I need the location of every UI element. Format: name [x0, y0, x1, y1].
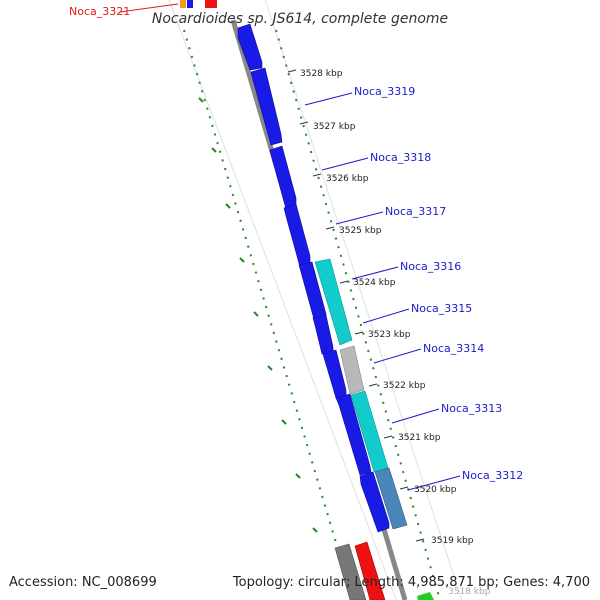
gene-label-noca-3321[interactable]: Noca_3321: [69, 5, 130, 18]
kbp-marker: 3526 kbp: [326, 174, 369, 184]
kbp-marker: 3522 kbp: [383, 381, 426, 391]
gene-label-noca-3314[interactable]: Noca_3314: [423, 342, 484, 355]
gene-green-bottom: [417, 592, 434, 600]
gene-arrow: [312, 314, 334, 355]
track-border-left: [168, 0, 397, 600]
gene-cyan-upper: [314, 258, 353, 346]
track-border-right: [264, 0, 463, 600]
kbp-marker: 3528 kbp: [300, 69, 343, 79]
gene-arrow: [269, 145, 297, 210]
gene-label-noca-3316[interactable]: Noca_3316: [400, 260, 461, 273]
gene-arrow: [283, 203, 311, 268]
gene-grey: [339, 345, 365, 395]
gene-label-noca-3319[interactable]: Noca_3319: [354, 85, 415, 98]
kbp-marker: 3524 kbp: [353, 278, 396, 288]
gc-skew-ticks: [198, 97, 318, 533]
kbp-marker: 3523 kbp: [368, 330, 411, 340]
gene-arrow: [250, 67, 283, 146]
kbp-markers: 3528 kbp 3527 kbp 3526 kbp 3525 kbp 3524…: [300, 69, 491, 597]
kbp-marker: 3521 kbp: [398, 433, 441, 443]
gene-label-noca-3317[interactable]: Noca_3317: [385, 205, 446, 218]
gene-label-noca-3312[interactable]: Noca_3312: [462, 469, 523, 482]
accession-text: Accession: NC_008699: [9, 575, 157, 590]
kbp-marker: 3520 kbp: [414, 485, 457, 495]
gene-blue-top: [187, 0, 193, 8]
position-ticks: [287, 69, 425, 542]
gene-steel-blue: [374, 467, 408, 530]
kbp-marker: 3525 kbp: [339, 226, 382, 236]
gene-label-noca-3313[interactable]: Noca_3313: [441, 402, 502, 415]
kbp-marker: 3519 kbp: [431, 536, 474, 546]
gc-skew-track-inner: [275, 29, 441, 600]
gene-arrow: [359, 471, 390, 533]
map-title: Nocardioides sp. JS614, complete genome: [152, 11, 448, 27]
kbp-marker: 3518 kbp: [448, 587, 491, 597]
gene-arrows-blue: [237, 23, 390, 533]
gene-red-top: [205, 0, 217, 8]
gene-red-bottom: [354, 541, 386, 600]
genome-summary-text: Topology: circular; Length: 4,985,871 bp…: [232, 575, 590, 590]
gene-arrow: [237, 23, 263, 71]
gene-label-noca-3315[interactable]: Noca_3315: [411, 302, 472, 315]
gene-label-connectors: [119, 3, 461, 491]
kbp-marker: 3527 kbp: [313, 122, 356, 132]
gene-label-noca-3318[interactable]: Noca_3318: [370, 151, 431, 164]
gene-labels: Noca_3321 Noca_3319 Noca_3318 Noca_3317 …: [69, 5, 523, 482]
gene-orange-top: [180, 0, 186, 8]
gc-skew-track-outer: [183, 29, 354, 600]
gene-dark-grey-bottom: [334, 543, 367, 600]
